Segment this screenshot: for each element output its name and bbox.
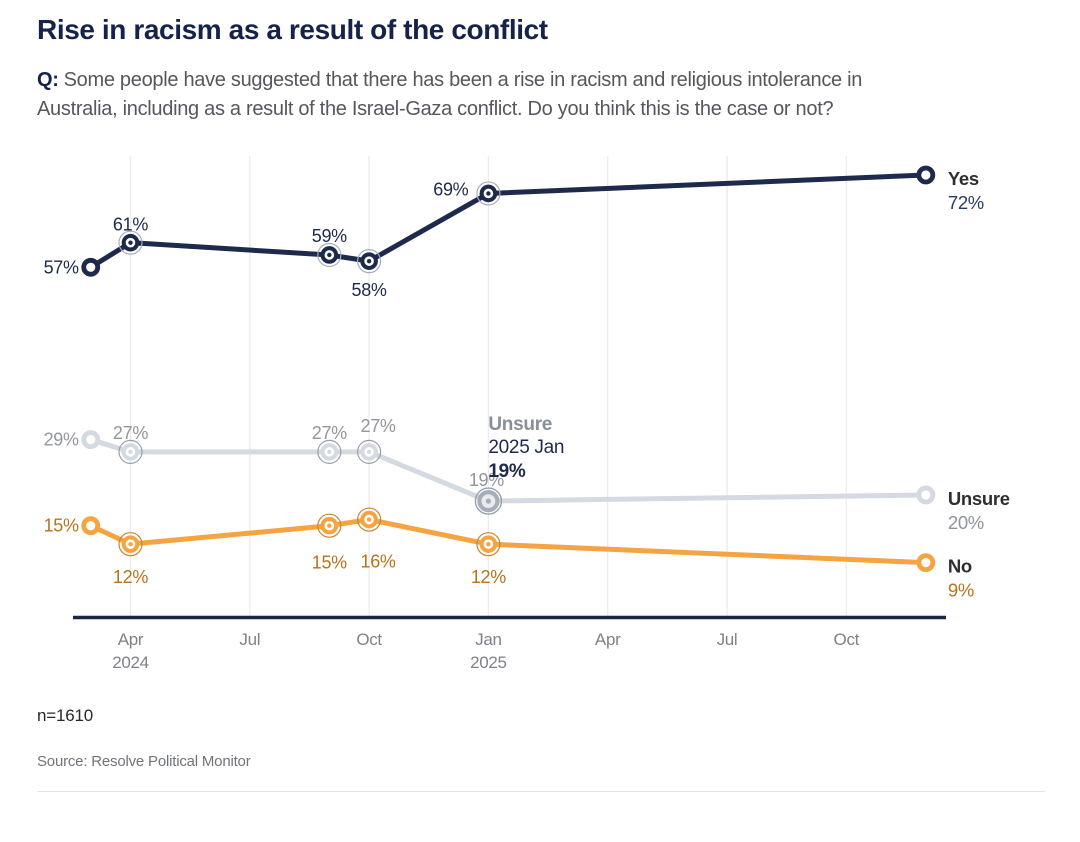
tooltip-line-2: 2025 Jan — [488, 437, 564, 458]
marker-yes-2-halo — [317, 242, 342, 268]
data-label-no-1: 12% — [113, 567, 148, 587]
x-tick-year-label: 2025 — [470, 653, 507, 672]
marker-yes-3-dot — [366, 258, 372, 264]
series-end-value-no: 9% — [948, 580, 974, 601]
tooltip-line-3: 19% — [488, 461, 526, 482]
marker-no-2-dot — [327, 523, 332, 528]
data-label-no-4: 12% — [471, 567, 506, 587]
marker-no-2-halo — [317, 513, 342, 538]
x-tick-year-label: 2024 — [112, 653, 149, 672]
marker-no-0[interactable] — [81, 516, 101, 536]
marker-unsure-5[interactable] — [916, 485, 936, 505]
series-end-name-unsure: Unsure — [948, 488, 1010, 509]
chart-question: Q: Some people have suggested that there … — [37, 66, 1047, 124]
x-tick-label: Jul — [239, 630, 260, 649]
series-line-yes — [88, 172, 929, 270]
data-label-unsure-3: 27% — [361, 416, 396, 436]
x-tick-label: Oct — [356, 630, 382, 649]
data-label-yes-4: 69% — [433, 179, 468, 199]
data-label-unsure-0: 29% — [44, 430, 79, 450]
source-note: Source: Resolve Political Monitor — [37, 753, 251, 770]
data-label-no-3: 16% — [361, 552, 396, 572]
marker-yes-4-halo — [476, 181, 501, 206]
x-tick-label: Apr — [595, 630, 621, 649]
marker-unsure-1-halo — [118, 439, 143, 464]
marker-unsure-1-dot — [128, 449, 133, 455]
data-label-unsure-1: 27% — [113, 423, 148, 443]
data-label-yes-1: 61% — [113, 215, 148, 235]
data-label-unsure-2: 27% — [312, 423, 347, 443]
marker-unsure-4-dot — [485, 498, 492, 504]
marker-no-3-halo — [357, 507, 382, 532]
marker-unsure-2-dot — [327, 449, 332, 455]
marker-unsure-4-halo — [474, 487, 503, 515]
marker-no-3-dot — [366, 517, 372, 522]
marker-unsure-2-halo — [317, 439, 342, 464]
data-label-no-0: 15% — [44, 516, 79, 536]
marker-no-1-dot — [128, 541, 133, 547]
data-label-yes-2: 59% — [312, 226, 347, 246]
marker-no-1-halo — [118, 532, 143, 557]
series-end-name-no: No — [948, 556, 972, 577]
marker-no-4-halo — [476, 532, 501, 557]
marker-yes-3-halo — [357, 249, 382, 274]
series-line-no — [88, 517, 929, 566]
x-tick-label: Apr — [118, 630, 144, 649]
chart-title: Rise in racism as a result of the confli… — [37, 14, 548, 45]
series-end-name-yes: Yes — [948, 168, 979, 189]
marker-yes-5[interactable] — [916, 165, 936, 185]
x-tick-label: Jan — [475, 630, 502, 649]
x-tick-label: Oct — [834, 630, 860, 649]
marker-no-4-dot — [486, 541, 491, 547]
marker-yes-1-dot — [128, 240, 133, 245]
series-end-value-yes: 72% — [948, 192, 984, 213]
series-end-value-unsure: 20% — [948, 512, 984, 533]
x-tick-label: Jul — [717, 630, 738, 649]
tooltip-line-1: Unsure — [488, 414, 552, 435]
data-label-no-2: 15% — [312, 553, 347, 573]
marker-unsure-3-dot — [366, 449, 372, 455]
data-label-yes-0: 57% — [44, 257, 79, 277]
data-label-unsure-4: 19% — [469, 470, 504, 490]
question-line-2: Australia, including as a result of the … — [37, 98, 834, 120]
footer-divider — [37, 791, 1045, 792]
data-label-yes-3: 58% — [352, 280, 387, 300]
marker-yes-4-dot — [486, 191, 491, 196]
marker-yes-1-halo — [118, 230, 143, 255]
question-line-1-text: Some people have suggested that there ha… — [63, 69, 863, 91]
marker-unsure-3-halo — [357, 439, 382, 464]
sample-size: n=1610 — [37, 706, 94, 725]
question-prefix: Q: — [37, 69, 59, 91]
marker-unsure-0[interactable] — [81, 430, 101, 449]
marker-yes-2-dot — [327, 252, 332, 258]
marker-yes-0[interactable] — [81, 257, 101, 277]
line-chart: Apr 2024 Jul Oct Jan 2025 Apr Jul Oct 57% 61% 59% 58… — [44, 156, 1010, 672]
marker-no-5[interactable] — [916, 553, 936, 573]
question-line-1: Q: Some people have suggested that there … — [37, 66, 1047, 95]
